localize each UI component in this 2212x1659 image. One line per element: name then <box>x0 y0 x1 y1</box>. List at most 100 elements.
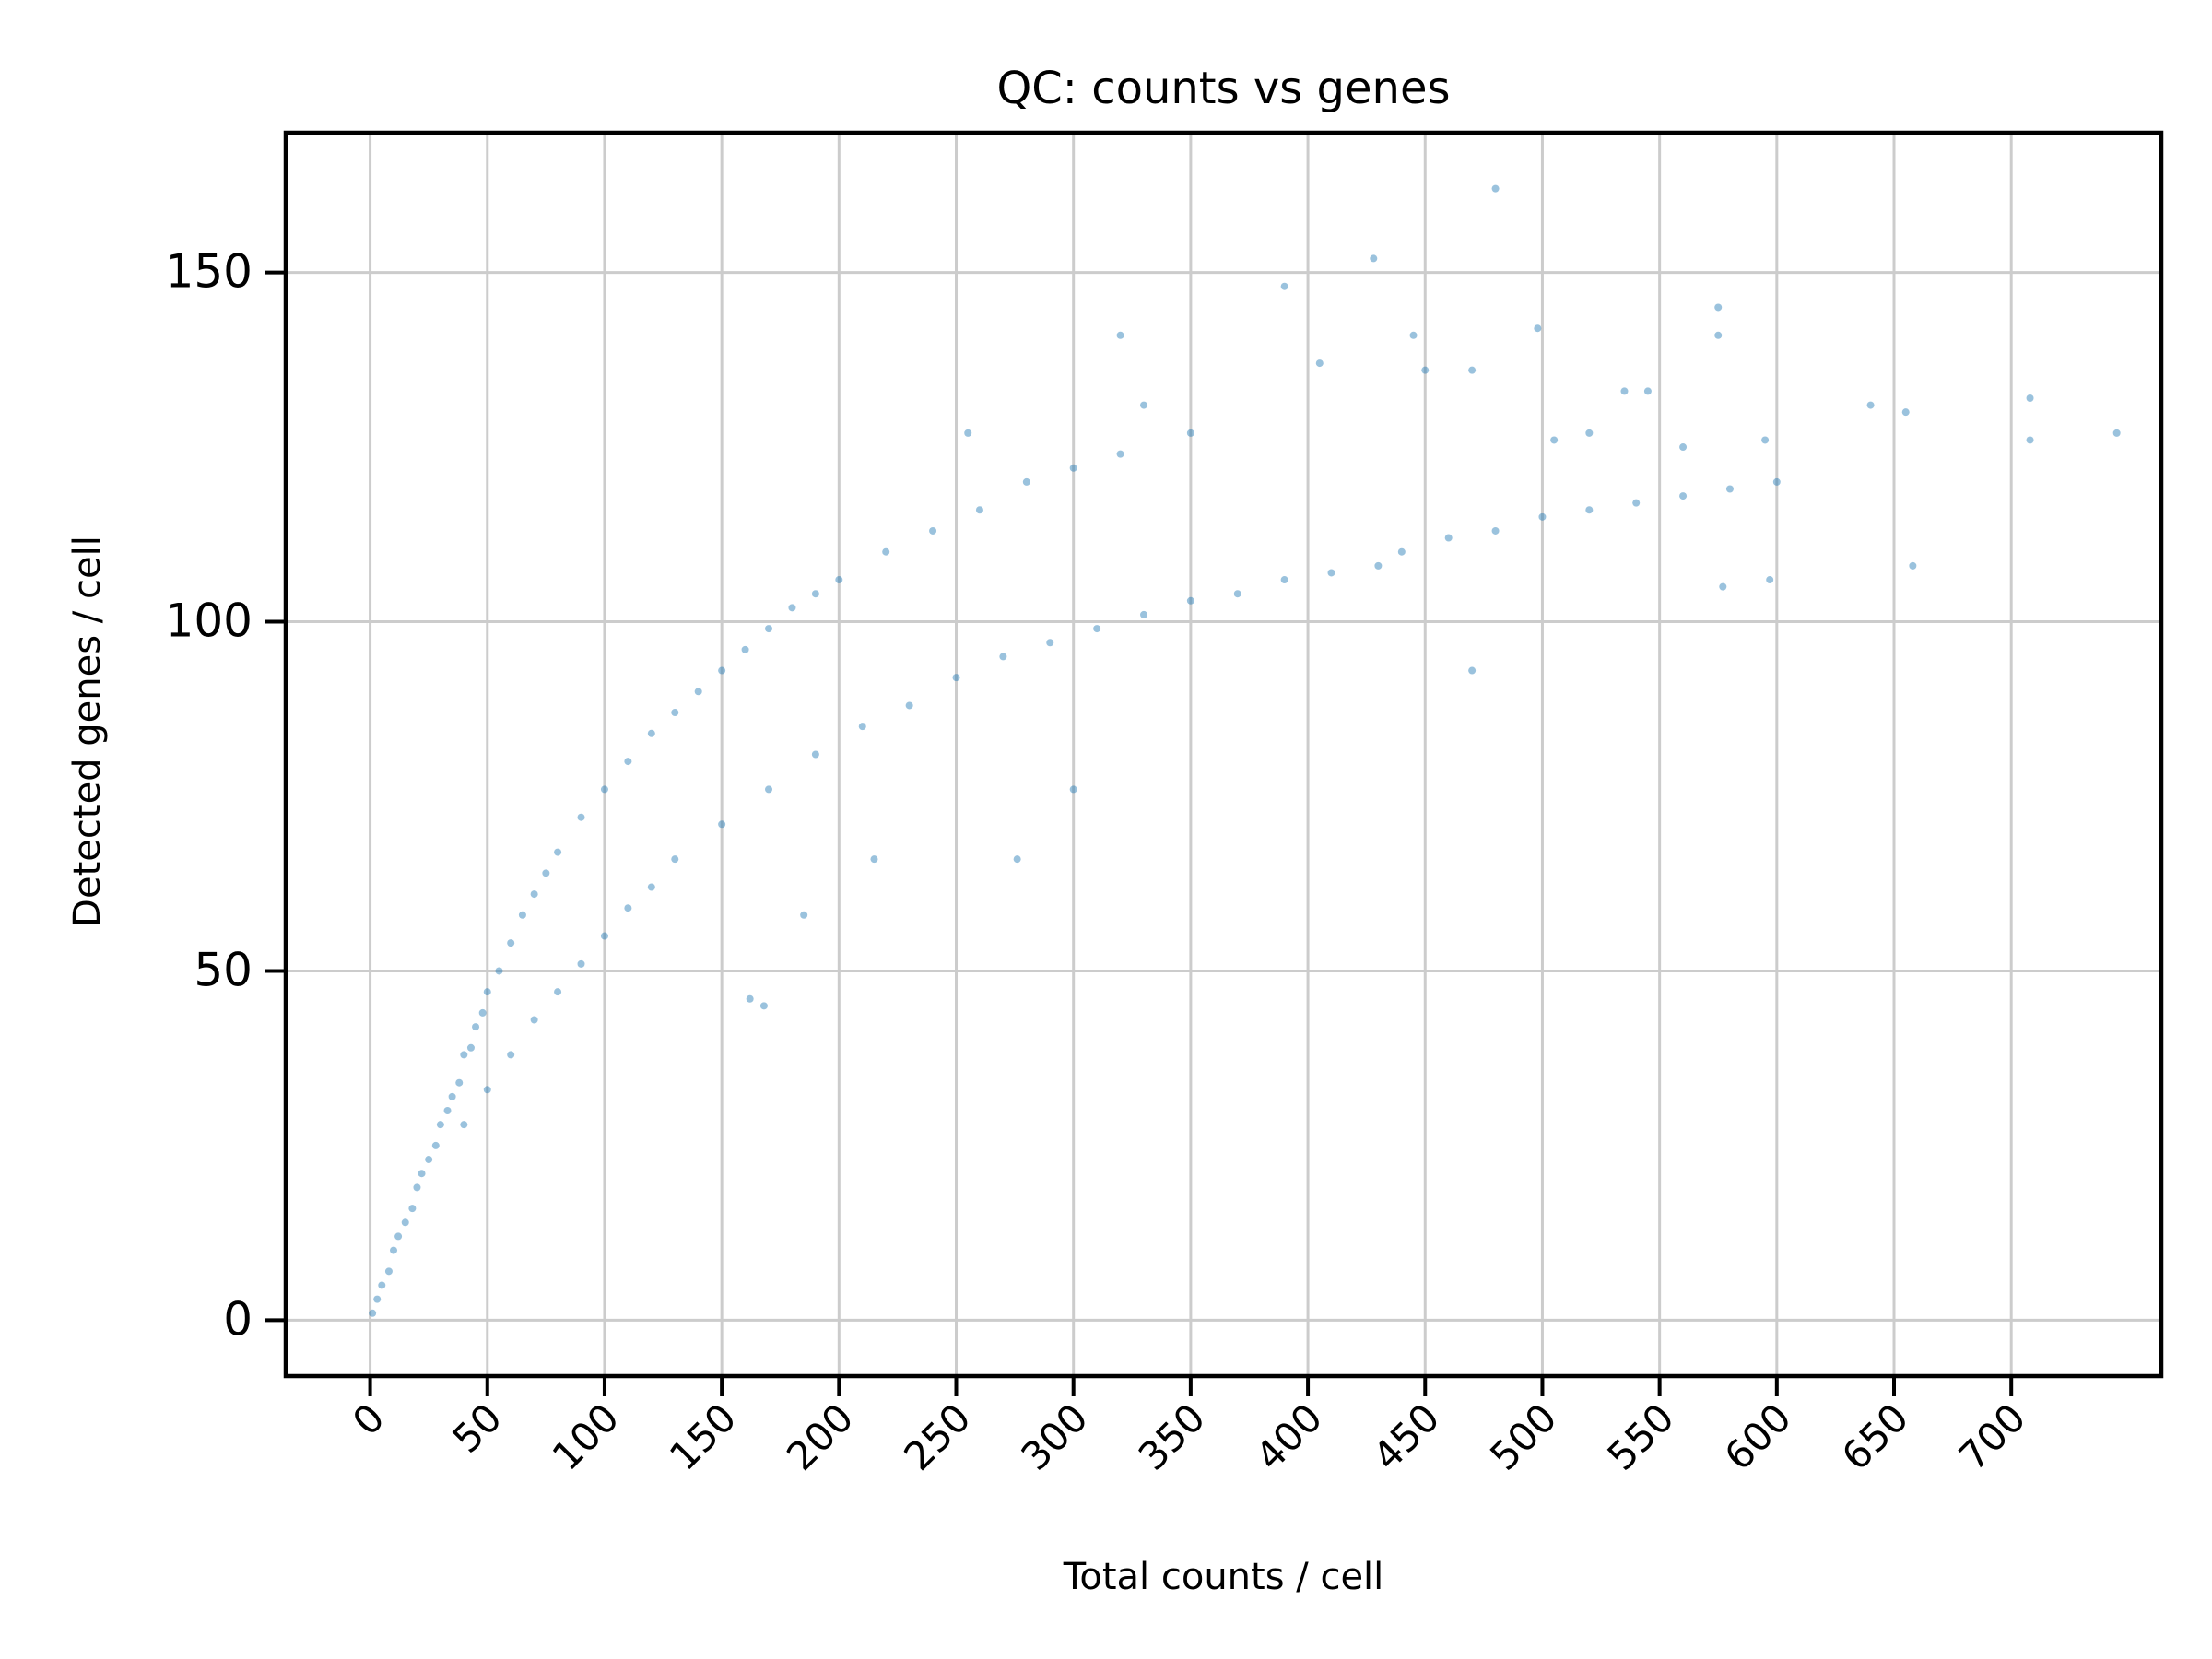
point-0-82 <box>870 855 878 864</box>
point-0-59 <box>905 701 913 710</box>
point-0-22 <box>507 939 515 947</box>
point-0-1 <box>373 1295 382 1303</box>
point-0-46 <box>483 1086 491 1094</box>
point-0-20 <box>483 988 491 996</box>
x-axis-label: Total counts / cell <box>1063 1556 1384 1598</box>
point-0-54 <box>671 855 679 864</box>
y-axis: 0 50 100 150 <box>165 245 286 1346</box>
point-0-107 <box>1421 366 1430 374</box>
point-0-48 <box>530 1016 538 1024</box>
point-0-111 <box>1186 429 1194 437</box>
point-0-28 <box>600 785 608 794</box>
point-0-74 <box>1585 506 1594 514</box>
point-0-55 <box>718 820 726 829</box>
point-0-39 <box>882 547 890 556</box>
point-0-16 <box>460 1051 468 1059</box>
point-0-4 <box>390 1246 398 1254</box>
point-0-71 <box>1444 534 1453 542</box>
point-0-53 <box>647 883 655 891</box>
point-0-76 <box>1679 492 1688 500</box>
point-0-8 <box>413 1183 421 1192</box>
scatter-points <box>369 184 2121 1317</box>
point-0-68 <box>1327 569 1335 577</box>
point-0-90 <box>1714 331 1723 339</box>
point-0-45 <box>460 1121 468 1129</box>
point-0-12 <box>436 1121 444 1129</box>
point-0-27 <box>577 813 585 821</box>
point-0-18 <box>472 1023 480 1031</box>
point-0-63 <box>1093 625 1101 633</box>
point-0-51 <box>600 932 608 940</box>
point-0-102 <box>1679 443 1688 452</box>
point-0-5 <box>394 1232 403 1241</box>
point-0-0 <box>369 1309 377 1317</box>
point-0-80 <box>746 994 754 1003</box>
point-0-81 <box>800 911 808 919</box>
point-0-70 <box>1397 547 1406 556</box>
point-0-103 <box>1643 387 1652 395</box>
point-0-56 <box>765 785 773 794</box>
point-0-32 <box>694 688 702 696</box>
point-0-97 <box>2112 429 2121 437</box>
point-0-44 <box>1116 450 1124 458</box>
chart-title: QC: counts vs genes <box>996 63 1450 114</box>
point-0-77 <box>1725 485 1734 493</box>
point-0-31 <box>671 709 679 717</box>
y-axis-label: Detected genes / cell <box>66 535 109 927</box>
point-0-105 <box>1585 429 1594 437</box>
point-0-58 <box>858 723 866 731</box>
point-0-19 <box>478 1008 487 1017</box>
point-0-91 <box>1409 331 1418 339</box>
point-0-100 <box>1719 582 1727 591</box>
point-0-11 <box>431 1141 440 1149</box>
point-0-106 <box>1550 436 1559 444</box>
point-0-85 <box>1468 666 1477 675</box>
point-0-75 <box>1632 499 1641 507</box>
point-0-61 <box>999 653 1007 661</box>
point-0-60 <box>952 674 960 682</box>
point-0-62 <box>1046 639 1054 647</box>
point-0-112 <box>1140 401 1148 409</box>
point-0-6 <box>401 1218 409 1227</box>
point-0-26 <box>554 848 562 856</box>
point-0-23 <box>518 911 526 919</box>
point-0-36 <box>788 604 796 612</box>
point-0-78 <box>1772 477 1781 486</box>
plot-frame <box>283 130 2164 1379</box>
point-0-88 <box>1280 282 1288 290</box>
point-0-7 <box>408 1205 417 1213</box>
point-0-49 <box>554 988 562 996</box>
point-0-65 <box>1186 596 1194 605</box>
point-0-57 <box>811 750 819 759</box>
point-0-15 <box>455 1078 464 1087</box>
point-0-72 <box>1491 526 1500 535</box>
point-0-67 <box>1280 576 1288 584</box>
point-0-50 <box>577 959 585 968</box>
point-0-109 <box>1116 331 1124 339</box>
point-0-64 <box>1140 610 1148 618</box>
point-0-110 <box>1468 366 1477 374</box>
point-0-86 <box>1491 184 1500 193</box>
point-0-113 <box>964 429 972 437</box>
point-0-104 <box>1620 387 1629 395</box>
y-tick-label-50: 50 <box>194 943 253 996</box>
point-0-99 <box>1766 576 1774 584</box>
point-0-89 <box>1714 303 1723 312</box>
y-tick-label-0: 0 <box>223 1292 253 1346</box>
point-0-73 <box>1538 512 1547 521</box>
grid <box>286 133 2161 1376</box>
point-0-34 <box>741 645 749 653</box>
point-0-10 <box>425 1156 433 1164</box>
point-0-29 <box>624 758 632 766</box>
y-tick-label-100: 100 <box>165 594 253 648</box>
point-0-13 <box>443 1107 452 1115</box>
point-0-66 <box>1233 590 1241 598</box>
point-0-24 <box>530 890 538 899</box>
point-0-94 <box>1901 408 1910 417</box>
point-0-25 <box>542 869 550 877</box>
point-0-93 <box>1866 401 1875 409</box>
point-0-108 <box>1315 359 1324 368</box>
point-0-30 <box>647 729 655 737</box>
point-0-98 <box>1909 561 1917 570</box>
point-0-92 <box>1534 324 1542 333</box>
